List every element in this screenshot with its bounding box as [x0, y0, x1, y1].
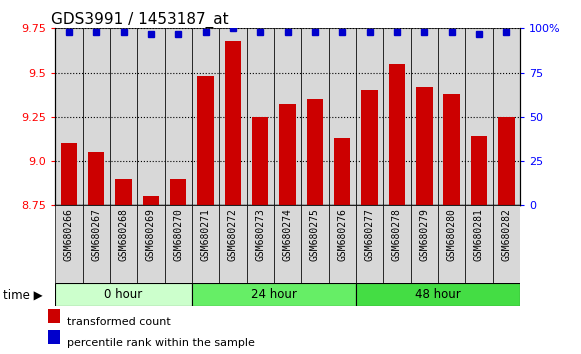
Bar	[137, 205, 164, 283]
Bar	[498, 117, 515, 205]
Text: GSM680267: GSM680267	[91, 209, 101, 261]
Bar	[55, 205, 83, 283]
Bar	[110, 28, 137, 205]
Text: GSM680279: GSM680279	[419, 209, 429, 261]
Text: GSM680272: GSM680272	[228, 209, 238, 261]
Bar	[198, 76, 214, 205]
Text: GSM680271: GSM680271	[200, 209, 210, 261]
Bar	[416, 87, 432, 205]
Bar	[465, 28, 493, 205]
Bar	[170, 179, 187, 205]
Text: transformed count: transformed count	[67, 317, 171, 327]
Bar	[443, 94, 460, 205]
Text: GSM680281: GSM680281	[474, 209, 484, 261]
Bar	[329, 28, 356, 205]
Text: GDS3991 / 1453187_at: GDS3991 / 1453187_at	[51, 12, 228, 28]
Bar	[493, 28, 520, 205]
Bar	[164, 205, 192, 283]
Text: GSM680268: GSM680268	[119, 209, 128, 261]
Bar	[110, 205, 137, 283]
Text: time ▶: time ▶	[3, 288, 42, 301]
Bar	[411, 28, 438, 205]
Bar	[329, 205, 356, 283]
Bar	[83, 28, 110, 205]
Bar	[225, 41, 241, 205]
Bar	[143, 196, 159, 205]
Bar	[219, 205, 246, 283]
Text: GSM680266: GSM680266	[64, 209, 74, 261]
Bar	[389, 64, 405, 205]
Bar	[246, 28, 274, 205]
Bar	[356, 283, 520, 306]
Bar	[192, 28, 219, 205]
Bar	[411, 205, 438, 283]
Text: GSM680282: GSM680282	[501, 209, 511, 261]
Bar	[274, 28, 302, 205]
Bar	[361, 90, 378, 205]
Text: GSM680276: GSM680276	[338, 209, 347, 261]
Bar	[334, 138, 350, 205]
Text: GSM680274: GSM680274	[282, 209, 293, 261]
Text: GSM680280: GSM680280	[447, 209, 457, 261]
Bar	[493, 205, 520, 283]
Bar	[252, 117, 268, 205]
Bar	[246, 205, 274, 283]
Text: GSM680275: GSM680275	[310, 209, 320, 261]
Bar	[302, 205, 329, 283]
Bar	[356, 28, 383, 205]
Bar	[274, 205, 302, 283]
Bar	[164, 28, 192, 205]
Text: GSM680269: GSM680269	[146, 209, 156, 261]
Bar	[192, 205, 219, 283]
Bar	[279, 104, 296, 205]
Text: percentile rank within the sample: percentile rank within the sample	[67, 338, 255, 348]
Bar	[438, 28, 465, 205]
Text: 48 hour: 48 hour	[415, 288, 461, 301]
Bar	[471, 136, 487, 205]
Bar	[383, 28, 411, 205]
Bar	[48, 309, 60, 323]
Text: GSM680273: GSM680273	[255, 209, 266, 261]
Bar	[383, 205, 411, 283]
Bar	[192, 283, 356, 306]
Text: GSM680277: GSM680277	[365, 209, 375, 261]
Text: 24 hour: 24 hour	[251, 288, 297, 301]
Text: GSM680278: GSM680278	[392, 209, 402, 261]
Bar	[137, 28, 164, 205]
Text: GSM680270: GSM680270	[173, 209, 183, 261]
Text: 0 hour: 0 hour	[105, 288, 143, 301]
Bar	[55, 28, 83, 205]
Bar	[48, 330, 60, 344]
Bar	[307, 99, 323, 205]
Bar	[60, 143, 77, 205]
Bar	[302, 28, 329, 205]
Bar	[55, 283, 192, 306]
Bar	[116, 179, 132, 205]
Bar	[83, 205, 110, 283]
Bar	[438, 205, 465, 283]
Bar	[465, 205, 493, 283]
Bar	[356, 205, 383, 283]
Bar	[219, 28, 246, 205]
Bar	[88, 152, 105, 205]
